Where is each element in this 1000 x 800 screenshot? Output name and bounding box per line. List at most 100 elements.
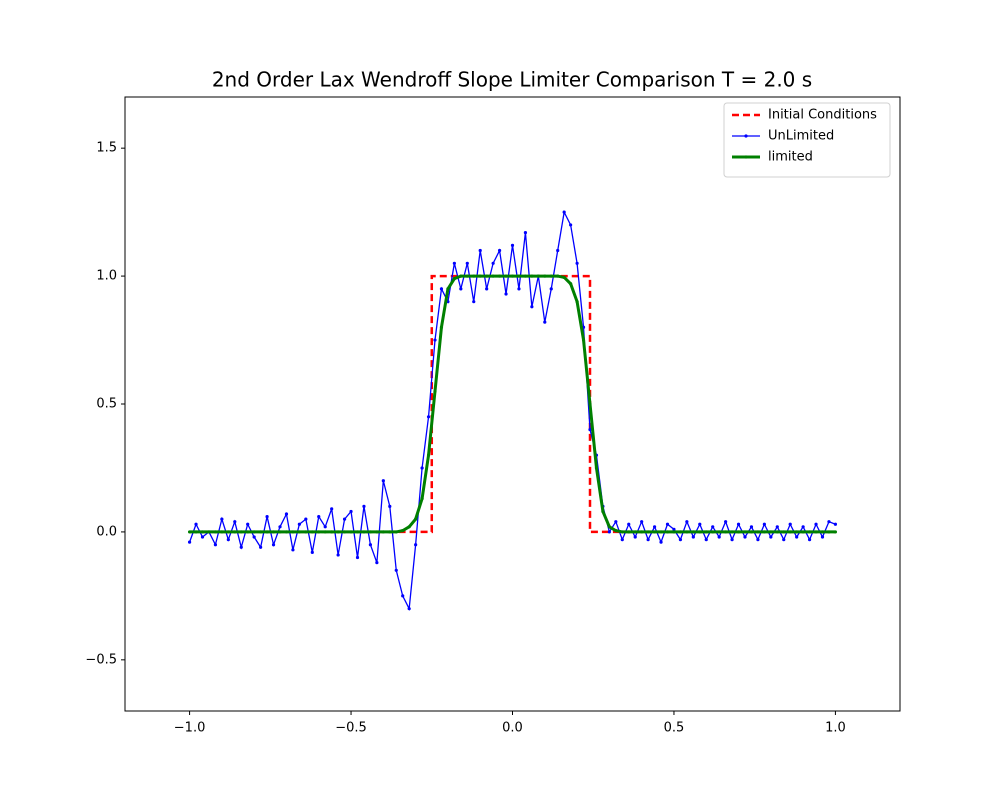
point [659, 540, 663, 544]
point [685, 520, 689, 524]
legend-marker [744, 155, 748, 159]
point [633, 530, 637, 534]
point [717, 530, 721, 534]
point [698, 530, 702, 534]
point [381, 530, 385, 534]
point [433, 389, 437, 393]
point [788, 530, 792, 534]
point [724, 530, 728, 534]
legend-label: Initial Conditions [768, 108, 877, 123]
point [433, 338, 437, 342]
point [310, 530, 314, 534]
point [672, 527, 676, 531]
point [833, 530, 838, 534]
point [788, 522, 792, 526]
point [569, 223, 573, 227]
point [304, 530, 308, 534]
point [685, 530, 689, 534]
point [594, 466, 599, 470]
point [323, 525, 327, 529]
point [543, 274, 547, 278]
point [640, 520, 644, 524]
point [426, 415, 431, 419]
x-tick-label: 0.0 [502, 721, 523, 736]
point [782, 537, 786, 542]
point [614, 520, 618, 524]
point [375, 561, 379, 565]
point [187, 530, 192, 534]
point [517, 287, 521, 291]
point [491, 274, 495, 278]
point [782, 530, 786, 534]
point [730, 537, 734, 542]
point [627, 530, 631, 534]
point [549, 274, 553, 278]
point [769, 530, 773, 534]
point [439, 325, 444, 329]
point [530, 305, 534, 309]
point [265, 530, 269, 534]
point [226, 530, 230, 534]
point [575, 261, 579, 265]
point [640, 530, 644, 534]
point [665, 530, 670, 534]
point [323, 530, 327, 534]
point [252, 530, 256, 534]
point [187, 540, 192, 544]
point [485, 287, 489, 291]
point [342, 517, 347, 521]
point [795, 530, 799, 534]
point [497, 274, 502, 278]
point [362, 504, 366, 508]
point [407, 525, 411, 529]
point [743, 530, 747, 534]
chart-title: 2nd Order Lax Wendroff Slope Limiter Com… [212, 68, 812, 92]
point [536, 274, 540, 278]
point [317, 514, 321, 519]
point [614, 529, 618, 533]
series-line [188, 210, 836, 611]
point [207, 530, 211, 534]
point [420, 466, 424, 470]
point [581, 338, 586, 342]
point [349, 509, 353, 514]
point [342, 530, 347, 534]
point [665, 522, 670, 526]
point [691, 535, 695, 539]
point [297, 530, 301, 534]
point [233, 520, 237, 524]
point [756, 530, 760, 534]
series-line [189, 274, 836, 534]
point [278, 525, 282, 529]
point [827, 530, 831, 534]
point [213, 543, 218, 547]
point [672, 530, 676, 534]
point [704, 530, 708, 534]
point [562, 210, 566, 214]
point [646, 537, 650, 542]
point [478, 274, 482, 278]
point [523, 274, 528, 278]
x-tick-label: −1.0 [174, 721, 206, 736]
point [304, 517, 308, 521]
point [807, 537, 812, 542]
point [652, 530, 657, 534]
point [698, 522, 702, 526]
point [820, 530, 825, 534]
point [504, 274, 508, 278]
point [459, 274, 463, 278]
point [833, 522, 838, 526]
point [678, 537, 683, 542]
y-tick-label: 0.5 [96, 397, 117, 412]
point [297, 522, 301, 526]
point [246, 522, 250, 526]
point [452, 277, 456, 281]
point [517, 274, 521, 278]
point [200, 530, 205, 534]
point [769, 535, 773, 539]
legend-marker [744, 134, 748, 138]
point [510, 274, 515, 278]
point [368, 543, 373, 547]
point [749, 530, 754, 534]
